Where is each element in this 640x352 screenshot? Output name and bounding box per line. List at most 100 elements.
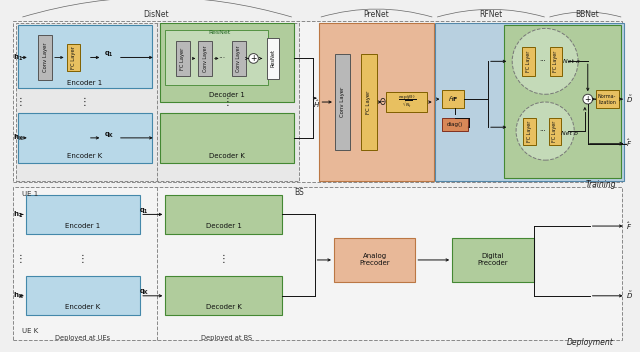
Bar bbox=[596, 90, 619, 108]
Text: Deployed at BS: Deployed at BS bbox=[201, 335, 252, 341]
Text: $\bf{h}_1$: $\bf{h}_1$ bbox=[13, 209, 23, 220]
Text: $\hat{F}$: $\hat{F}$ bbox=[625, 220, 632, 232]
Bar bbox=[198, 41, 212, 76]
Text: Conv Layer: Conv Layer bbox=[236, 45, 241, 72]
Text: FC Layer: FC Layer bbox=[71, 46, 76, 69]
Text: $\tilde{D}$: $\tilde{D}$ bbox=[625, 94, 632, 105]
Text: $\bf{q}_K$: $\bf{q}_K$ bbox=[139, 288, 149, 297]
Text: BBNet: BBNet bbox=[575, 10, 598, 19]
Text: $\frac{\exp(j\Theta)}{\sqrt{N_t}}$: $\frac{\exp(j\Theta)}{\sqrt{N_t}}$ bbox=[397, 94, 415, 111]
Text: PreNet: PreNet bbox=[364, 10, 389, 19]
Text: FC Layer: FC Layer bbox=[554, 51, 558, 72]
Bar bbox=[452, 238, 534, 282]
Bar bbox=[26, 276, 140, 315]
Bar bbox=[165, 276, 282, 315]
Text: Decoder 1: Decoder 1 bbox=[209, 92, 245, 98]
Bar bbox=[165, 195, 282, 234]
Text: Encoder K: Encoder K bbox=[67, 153, 102, 159]
Text: ResNet: ResNet bbox=[209, 30, 231, 35]
Text: Θ: Θ bbox=[380, 98, 385, 107]
Bar bbox=[504, 25, 621, 178]
Text: $\bf{q}_1$: $\bf{q}_1$ bbox=[139, 207, 149, 216]
Text: Deployed at UEs: Deployed at UEs bbox=[56, 335, 111, 341]
Text: UE K: UE K bbox=[22, 328, 38, 334]
Circle shape bbox=[512, 29, 578, 94]
Text: ⋮: ⋮ bbox=[78, 254, 88, 264]
Text: Digital
Precoder: Digital Precoder bbox=[477, 253, 508, 266]
Bar bbox=[335, 54, 350, 150]
Text: Training: Training bbox=[585, 180, 616, 189]
Text: diag(): diag() bbox=[447, 122, 463, 127]
Text: $\hat{H}$: $\hat{H}$ bbox=[313, 98, 320, 110]
Text: ···: ··· bbox=[539, 58, 546, 64]
Text: FC Layer: FC Layer bbox=[180, 47, 186, 70]
Text: Conv Layer: Conv Layer bbox=[43, 43, 48, 72]
Bar bbox=[387, 92, 427, 112]
Bar bbox=[550, 47, 562, 76]
Text: ···: ··· bbox=[218, 54, 225, 63]
Text: BS: BS bbox=[294, 188, 304, 197]
Bar bbox=[161, 23, 294, 102]
Text: $\bf{q}_1$: $\bf{q}_1$ bbox=[104, 50, 114, 59]
Text: Encoder 1: Encoder 1 bbox=[65, 223, 100, 229]
Text: Conv Layer: Conv Layer bbox=[340, 87, 345, 117]
Bar bbox=[16, 23, 299, 181]
Text: Norma-
lization: Norma- lization bbox=[598, 94, 616, 105]
Text: ⋮: ⋮ bbox=[15, 254, 25, 264]
Text: ⋮: ⋮ bbox=[219, 254, 228, 264]
Text: $\bf{q}_K$: $\bf{q}_K$ bbox=[104, 130, 115, 140]
Bar bbox=[13, 21, 621, 182]
Text: Analog
Precoder: Analog Precoder bbox=[359, 253, 390, 266]
Circle shape bbox=[249, 54, 259, 63]
Text: $\tilde{D}$: $\tilde{D}$ bbox=[625, 290, 632, 301]
Circle shape bbox=[583, 94, 593, 104]
Text: Decoder 1: Decoder 1 bbox=[205, 223, 241, 229]
Text: $\bf{h}_K$: $\bf{h}_K$ bbox=[13, 291, 24, 301]
Bar bbox=[267, 38, 279, 79]
Text: $\bf{h}_K$: $\bf{h}_K$ bbox=[13, 133, 24, 143]
Bar bbox=[334, 238, 415, 282]
Bar bbox=[232, 41, 246, 76]
Text: Encoder K: Encoder K bbox=[65, 304, 100, 310]
Text: Encoder 1: Encoder 1 bbox=[67, 80, 102, 86]
Text: $\bf{h}_1$: $\bf{h}_1$ bbox=[13, 52, 23, 63]
Bar bbox=[524, 118, 536, 145]
Text: +: + bbox=[584, 95, 591, 103]
Text: FC Layer: FC Layer bbox=[552, 120, 557, 142]
Text: $\hat{H}\mathbf{F}$: $\hat{H}\mathbf{F}$ bbox=[448, 94, 458, 104]
Bar bbox=[548, 118, 561, 145]
Bar bbox=[176, 41, 189, 76]
Bar bbox=[165, 30, 268, 84]
Text: Decoder K: Decoder K bbox=[205, 304, 241, 310]
Bar bbox=[442, 90, 464, 108]
Bar bbox=[13, 187, 621, 340]
Bar bbox=[18, 113, 152, 163]
Text: FC Layer: FC Layer bbox=[366, 90, 371, 114]
Text: Net b: Net b bbox=[561, 131, 578, 136]
Text: Conv Layer: Conv Layer bbox=[203, 45, 207, 72]
Text: $\hat{F}$: $\hat{F}$ bbox=[625, 138, 632, 149]
Bar bbox=[38, 35, 52, 80]
Bar bbox=[435, 23, 623, 181]
Text: FC Layer: FC Layer bbox=[527, 120, 532, 142]
Bar bbox=[522, 47, 535, 76]
Circle shape bbox=[516, 102, 574, 160]
Text: Net a: Net a bbox=[563, 59, 580, 64]
Bar bbox=[361, 54, 376, 150]
Text: ⋮: ⋮ bbox=[80, 97, 90, 107]
Text: Deployment: Deployment bbox=[567, 338, 614, 347]
Text: FC Layer: FC Layer bbox=[526, 51, 531, 72]
Bar bbox=[161, 113, 294, 163]
Bar bbox=[26, 195, 140, 234]
Text: Decoder K: Decoder K bbox=[209, 153, 245, 159]
Text: DisNet: DisNet bbox=[143, 10, 168, 19]
Bar bbox=[67, 44, 80, 71]
Text: UE 1: UE 1 bbox=[22, 191, 38, 197]
Text: RFNet: RFNet bbox=[479, 10, 502, 19]
Bar bbox=[319, 23, 434, 181]
Text: ⋮: ⋮ bbox=[15, 97, 25, 107]
Text: ResNet: ResNet bbox=[270, 49, 275, 68]
Bar bbox=[442, 118, 468, 131]
Text: +: + bbox=[250, 54, 257, 63]
Text: ⋮: ⋮ bbox=[223, 97, 232, 107]
